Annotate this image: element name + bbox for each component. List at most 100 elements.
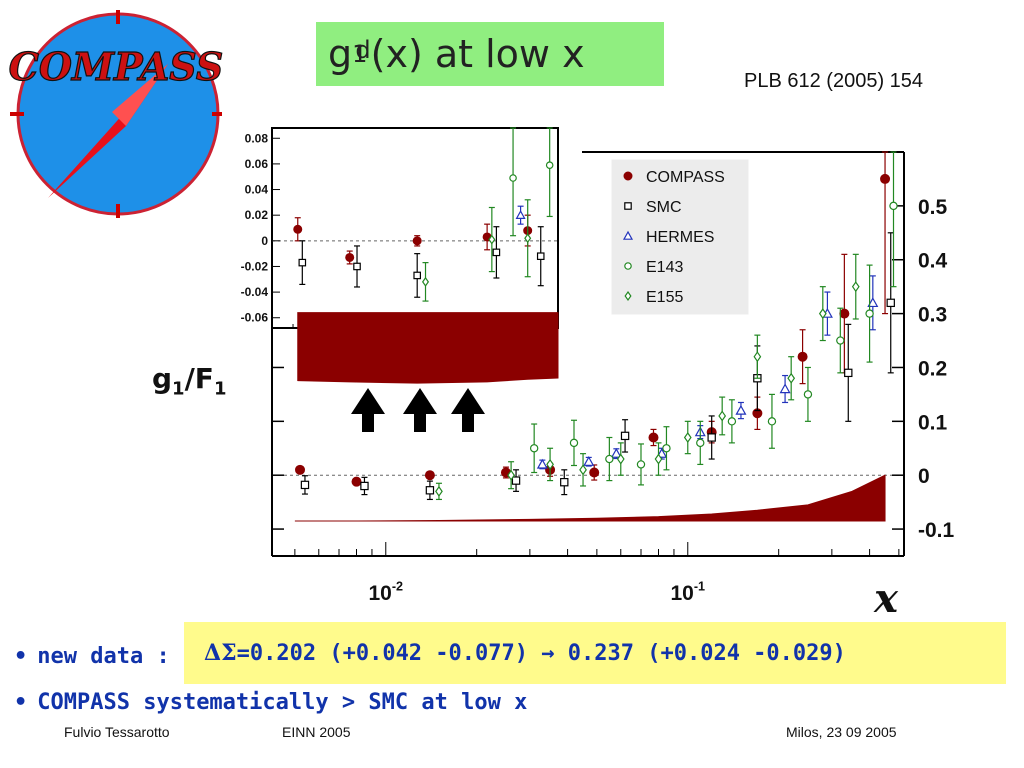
bullet-new-data-text: new data : [37,644,170,669]
data-point [560,478,569,487]
data-point [424,470,435,481]
data-point [662,444,671,453]
systematic-band [294,474,886,522]
data-point [886,298,895,308]
legend-marker-e155 [624,290,632,302]
data-point [492,248,501,257]
data-point [507,469,515,481]
data-point [345,252,355,262]
legend-label-e143: E143 [646,259,683,276]
data-point [797,351,808,362]
data-point [413,271,421,280]
data-point [867,297,879,308]
x-axis-label: x [873,575,899,622]
legend-label-smc: SMC [646,199,682,216]
data-point [351,476,362,487]
systematic-band [297,312,559,384]
data-point [412,236,422,246]
data-point [753,351,762,363]
legend-label-hermes: HERMES [646,229,714,246]
data-point [654,453,663,465]
reference-label: PLB 612 (2005) 154 [744,70,924,92]
y-tick-label: 0.3 [918,304,947,327]
title-sub: 1 [352,40,368,68]
y-tick-label: -0.04 [241,285,269,299]
footer-event: EINN 2005 [282,724,351,740]
data-point [696,438,705,448]
data-point [616,453,625,465]
y-tick-label: 0.06 [245,157,269,171]
y-tick-label: 0.4 [918,250,948,273]
series-e143 [509,127,554,237]
title-sup: d [355,36,371,64]
data-point [524,233,532,244]
data-point [536,458,548,469]
data-point [787,372,796,384]
logo-text: COMPASS [9,44,224,89]
data-point [300,480,310,490]
legend-box [611,159,749,315]
slide-title: g 1 d (x) at low x [316,22,664,86]
up-arrow-2 [403,388,437,432]
series-compass [295,151,891,487]
x-tick-label: 10-2 [368,580,403,605]
data-point [425,486,435,495]
series-e155 [435,253,860,501]
data-point [529,444,539,453]
data-point [515,209,526,219]
data-point [727,417,737,426]
data-point [707,433,716,442]
legend-marker-smc [624,202,632,210]
data-point [648,432,659,443]
data-point [620,431,630,441]
y-tick-label: 0.04 [245,183,269,197]
data-point [803,390,813,399]
y-tick-label: 0.02 [245,208,269,222]
data-point [509,174,517,182]
y-tick-label: -0.02 [241,259,269,273]
series-smc [298,226,545,298]
title-g: g [328,32,353,76]
data-point [488,234,496,245]
y-tick-label: 0 [261,234,268,248]
y-tick-label: 0.5 [918,196,948,219]
data-point [683,431,692,444]
ylabel-g: g [152,362,173,395]
data-point [735,404,747,415]
data-point [353,262,361,271]
delta-sigma-values: =0.202 (+0.042 -0.077) → 0.237 (+0.024 -… [236,640,846,666]
y-axis-label: g1/F1 [152,362,226,400]
series-hermes [515,205,526,225]
legend-label-e155: E155 [646,289,683,306]
up-arrow-1 [351,388,385,432]
data-point [589,467,600,478]
ylabel-f: /F [184,362,214,395]
data-point [435,485,443,497]
ylabel-sub1: 1 [172,378,185,400]
legend: COMPASS SMC HERMES E143 E155 [611,159,749,315]
data-point [718,410,727,422]
data-point [579,464,587,476]
bullet-compass-smc-text: COMPASS systematically > SMC at low x [37,690,528,715]
inset-frame [271,127,559,329]
series-e143 [529,151,898,486]
data-point [360,481,369,491]
data-point [836,336,845,345]
data-point [583,455,595,466]
data-point [865,309,874,318]
data-point [421,276,430,287]
main-chart: -0.1 0 0.1 0.2 0.3 0.4 0.5 10-2 10-1 x [271,151,955,622]
y-tick-label: -0.1 [918,519,955,542]
legend-marker-hermes [622,230,634,240]
data-point [839,308,850,319]
bullet-new-data: • new data : [14,644,170,669]
arrows [351,388,485,432]
data-point [636,460,646,469]
data-point [779,383,791,394]
ylabel-sub2: 1 [213,378,227,400]
up-arrow-3 [451,388,485,432]
y-tick-label: -0.06 [241,311,269,325]
legend-marker-compass [623,171,633,181]
